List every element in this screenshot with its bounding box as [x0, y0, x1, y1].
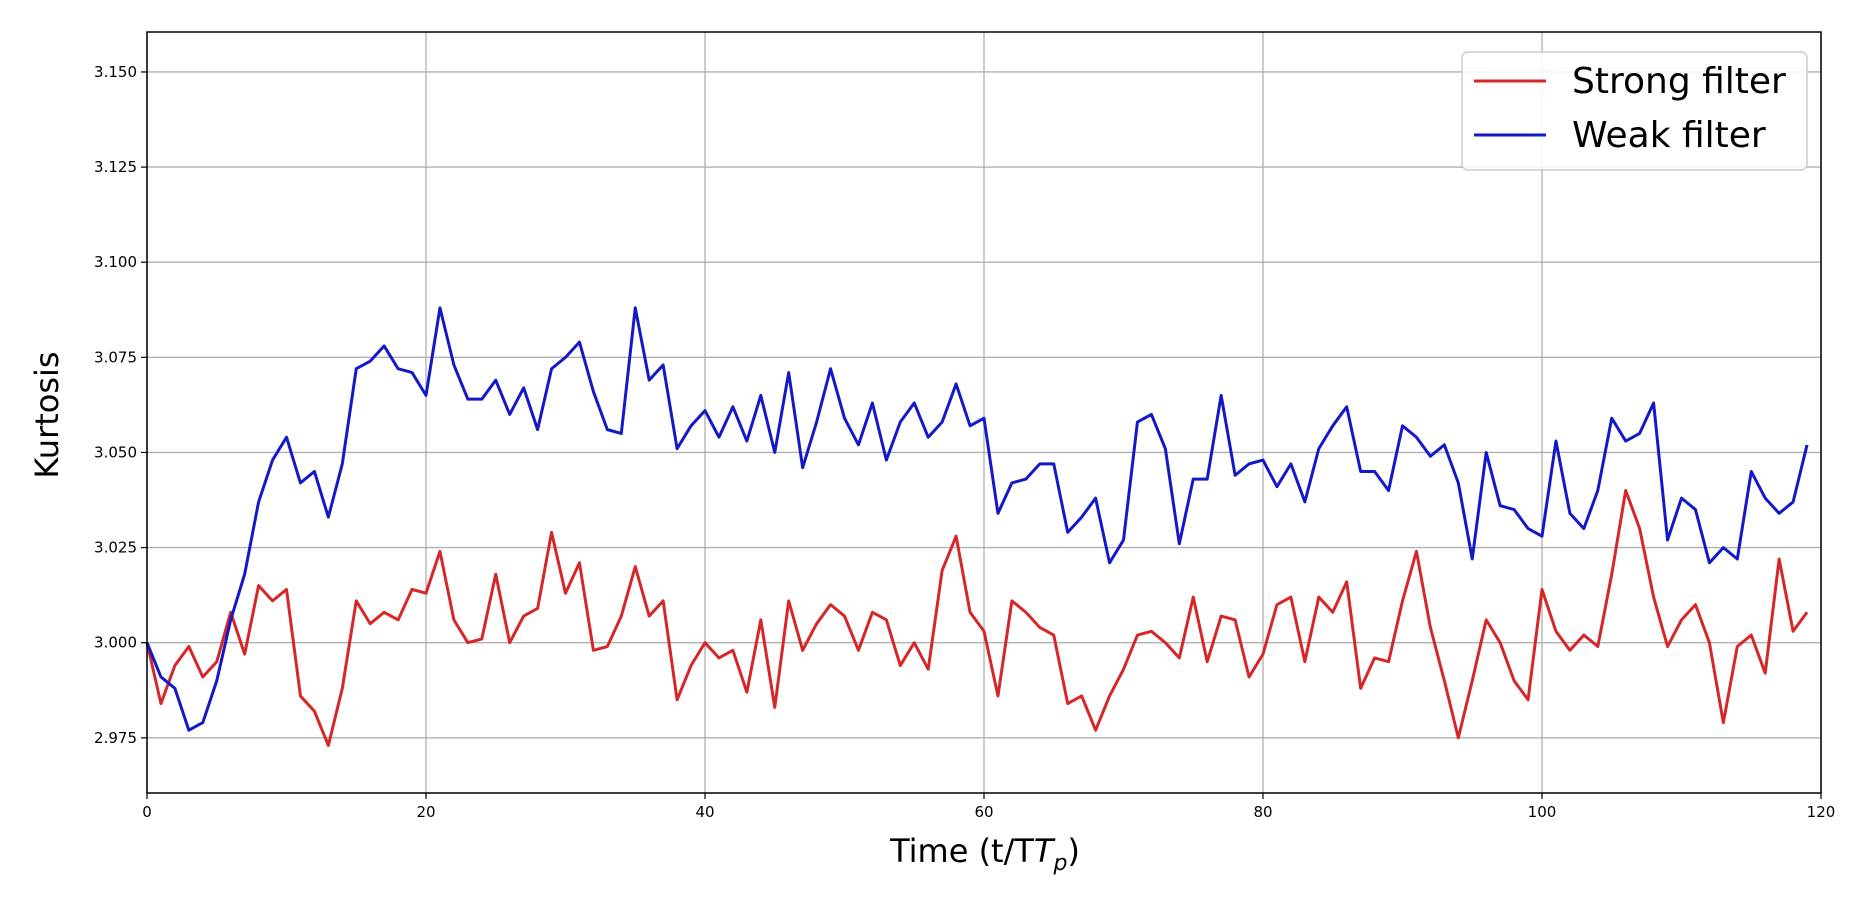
y-tick-label: 3.050	[94, 443, 137, 461]
legend: Strong filter Weak filter	[1461, 51, 1808, 171]
x-axis-label-close: )	[1067, 832, 1079, 870]
y-tick-label: 3.150	[94, 63, 137, 81]
y-axis-ticks: 2.975 3.000 3.025 3.050 3.075 3.100 3.125 3.150	[94, 63, 147, 747]
x-axis-label-subscript: p	[1052, 851, 1067, 876]
legend-box	[1461, 51, 1808, 171]
series-layer	[145, 306, 1809, 747]
x-tick-label: 60	[974, 803, 993, 821]
x-tick-label: 20	[416, 803, 435, 821]
x-axis-label: Time (t/TTp)	[889, 832, 1080, 876]
y-axis-label: Kurtosis	[28, 351, 66, 478]
x-tick-label: 80	[1253, 803, 1272, 821]
series-line-weak-filter	[145, 306, 1809, 732]
y-tick-label: 3.125	[94, 158, 137, 176]
series-line-strong-filter	[145, 489, 1809, 747]
legend-label-strong-filter: Strong filter	[1572, 61, 1786, 102]
x-tick-label: 120	[1807, 803, 1836, 821]
x-tick-label: 100	[1528, 803, 1557, 821]
x-tick-label: 0	[142, 803, 152, 821]
x-axis-label-period: T	[1034, 832, 1056, 870]
y-tick-label: 3.025	[94, 539, 137, 557]
x-tick-label: 40	[695, 803, 714, 821]
legend-label-weak-filter: Weak filter	[1572, 115, 1766, 156]
y-tick-label: 2.975	[94, 729, 137, 747]
y-tick-label: 3.000	[94, 634, 137, 652]
y-tick-label: 3.100	[94, 253, 137, 271]
y-tick-label: 3.075	[94, 348, 137, 366]
x-axis-ticks: 0 20 40 60 80 100 120	[142, 793, 1835, 821]
x-axis-label-main: Time (t/T	[889, 832, 1034, 870]
